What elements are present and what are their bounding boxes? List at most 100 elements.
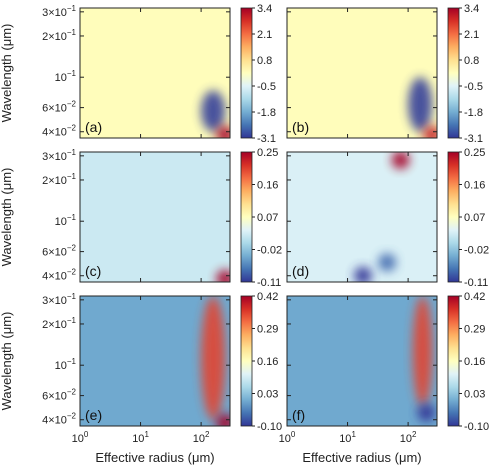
- y-axis-label: Wavelength (μm): [0, 24, 14, 123]
- colorbar-tick-label: -0.10: [464, 421, 489, 433]
- x-axis-label: Effective radius (μm): [302, 450, 421, 465]
- heatmap-field: [80, 8, 230, 138]
- heatmap-feature-0: [391, 152, 410, 169]
- colorbar-tick-label: 0.25: [464, 147, 485, 159]
- plot-frame: [79, 295, 231, 427]
- panel-label: (e): [85, 407, 102, 423]
- heatmap-feature-2: [378, 253, 397, 272]
- colorbar: 3.4 2.1 0.8 -0.5 -1.8 -3.1: [447, 3, 483, 145]
- y-tick-label: 2×10−1: [42, 316, 76, 331]
- plot-frame: [79, 151, 231, 283]
- colorbar-tick-label: 3.4: [464, 3, 479, 15]
- panel-label: (b): [292, 119, 309, 135]
- colorbar-tick-label: 0.16: [257, 356, 278, 368]
- x-tick-label: 100: [72, 430, 89, 445]
- panel-label: (c): [85, 263, 101, 279]
- heatmap-feature-0: [412, 296, 433, 407]
- colorbar-tick-label: 0.16: [464, 180, 485, 192]
- heatmap-background: [80, 152, 230, 282]
- y-axis-label: Wavelength (μm): [0, 312, 14, 411]
- colorbar-tick-label: -1.8: [257, 107, 276, 119]
- colorbar-tick-label: 0.29: [464, 324, 485, 336]
- y-tick-label: 6×10−2: [42, 244, 76, 259]
- colorbar-tick-label: -0.02: [464, 245, 489, 257]
- x-tick-label: 102: [193, 430, 210, 445]
- colorbar-tick-label: 0.42: [257, 291, 278, 303]
- colorbar: 0.42 0.29 0.16 0.03 -0.10: [240, 291, 282, 433]
- heatmap-feature-0: [408, 77, 433, 132]
- y-tick-label: 4×10−2: [42, 124, 76, 139]
- colorbar-scale: [240, 151, 253, 283]
- heatmap-field: [287, 8, 437, 138]
- colorbar-tick-label: 0.8: [257, 55, 272, 67]
- panel-label: (a): [85, 119, 102, 135]
- heatmap-feature-0: [201, 296, 226, 420]
- plot-frame: [286, 295, 438, 427]
- colorbar-tick-label: 0.8: [464, 55, 479, 67]
- plot-frame: [286, 151, 438, 283]
- y-tick-label: 4×10−2: [42, 412, 76, 427]
- colorbar-scale: [447, 295, 460, 427]
- plot-frame: [79, 7, 231, 139]
- colorbar-tick-label: 2.1: [464, 29, 479, 41]
- panel-e: 3×10−1 2×10−1 10−1 6×10−2 4×10−2 100 101 102 (e)…: [0, 291, 282, 465]
- heatmap-feature-1: [423, 125, 437, 138]
- y-tick-label: 2×10−1: [42, 172, 76, 187]
- x-tick-label: 101: [132, 430, 149, 445]
- colorbar: 0.25 0.16 0.07 -0.02 -0.11: [447, 147, 489, 289]
- panel-c: 3×10−1 2×10−1 10−1 6×10−2 4×10−2 (c) Wavelengt…: [0, 147, 282, 289]
- heatmap-field: [80, 152, 230, 282]
- heatmap-field: [287, 296, 437, 426]
- heatmap-feature-1: [216, 125, 230, 138]
- heatmap-feature-1: [354, 266, 373, 282]
- heatmap-feature-0: [201, 90, 226, 132]
- x-tick-label: 100: [279, 430, 296, 445]
- colorbar: 0.42 0.29 0.16 0.03 -0.10: [447, 291, 489, 433]
- x-tick-label: 101: [339, 430, 356, 445]
- panel-b: (b) 3.4 2.1 0.8 -0.5 -1.8 -3.1: [286, 3, 483, 145]
- y-tick-label: 6×10−2: [42, 388, 76, 403]
- colorbar-tick-label: 0.42: [464, 291, 485, 303]
- colorbar-scale: [240, 295, 253, 427]
- colorbar-tick-label: 0.07: [257, 212, 278, 224]
- colorbar-tick-label: -0.11: [257, 277, 281, 289]
- x-axis-label: Effective radius (μm): [95, 450, 214, 465]
- panel-a: 3×10−1 2×10−1 10−1 6×10−2 4×10−2 (a) Wavelengt…: [0, 3, 276, 145]
- colorbar-tick-label: -3.1: [257, 133, 276, 145]
- heatmap-feature-1: [216, 413, 230, 426]
- colorbar-scale: [240, 7, 253, 139]
- colorbar-scale: [447, 7, 460, 139]
- colorbar-tick-label: -0.5: [257, 81, 276, 93]
- y-tick-label: 2×10−1: [42, 28, 76, 43]
- colorbar-tick-label: -0.02: [257, 245, 282, 257]
- heatmap-background: [287, 296, 437, 426]
- colorbar-tick-label: 0.16: [257, 180, 278, 192]
- colorbar-tick-label: -1.8: [464, 107, 483, 119]
- colorbar: 0.25 0.16 0.07 -0.02 -0.11: [240, 147, 282, 289]
- colorbar-scale: [447, 151, 460, 283]
- y-axis-label: Wavelength (μm): [0, 168, 14, 267]
- panel-d: (d) 0.25 0.16 0.07 -0.02 -0.11: [286, 147, 489, 289]
- y-tick-label: 3×10−1: [42, 4, 76, 19]
- y-tick-label: 4×10−2: [42, 268, 76, 283]
- colorbar-tick-label: 2.1: [257, 29, 272, 41]
- x-tick-label: 102: [400, 430, 417, 445]
- colorbar-tick-label: 0.03: [464, 389, 485, 401]
- y-tick-label: 3×10−1: [42, 292, 76, 307]
- colorbar-tick-label: 0.29: [257, 324, 278, 336]
- colorbar-tick-label: 0.03: [257, 389, 278, 401]
- colorbar-tick-label: -0.11: [464, 277, 488, 289]
- colorbar: 3.4 2.1 0.8 -0.5 -1.8 -3.1: [240, 3, 276, 145]
- y-tick-label: 10−1: [55, 213, 77, 228]
- plot-frame: [286, 7, 438, 139]
- panel-label: (d): [292, 263, 309, 279]
- colorbar-tick-label: 0.25: [257, 147, 278, 159]
- colorbar-tick-label: -3.1: [464, 133, 483, 145]
- colorbar-tick-label: 3.4: [257, 3, 272, 15]
- colorbar-tick-label: 0.07: [464, 212, 485, 224]
- colorbar-tick-label: -0.10: [257, 421, 282, 433]
- heatmap-background: [287, 152, 437, 282]
- heatmap-feature-1: [417, 403, 436, 422]
- heatmap-field: [287, 152, 437, 282]
- heatmap-feature-0: [216, 269, 230, 282]
